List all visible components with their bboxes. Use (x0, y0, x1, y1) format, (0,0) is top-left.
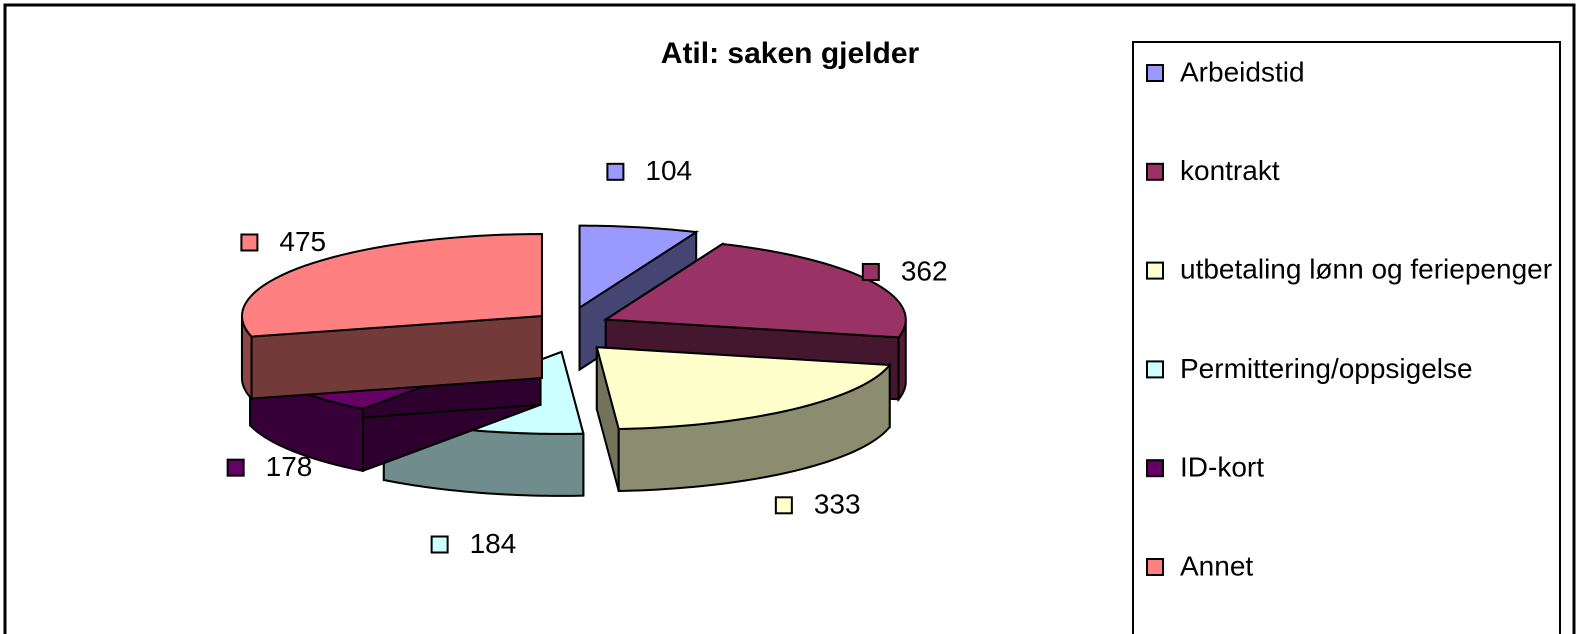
value-label: 184 (470, 528, 517, 559)
legend-key (1146, 261, 1164, 280)
chart-title: Atil: saken gjelder (661, 37, 920, 70)
legend-label: Arbeidstid (1180, 56, 1305, 87)
value-label: 362 (901, 255, 948, 286)
value-label-key (861, 262, 880, 281)
legend-label: Permittering/oppsigelse (1180, 353, 1473, 384)
value-label-key (430, 535, 449, 554)
legend-label: kontrakt (1180, 155, 1280, 186)
value-label-key (240, 233, 259, 252)
slice (595, 346, 892, 493)
legend-key (1146, 459, 1164, 478)
value-label: 104 (645, 155, 692, 186)
legend-key (1146, 162, 1164, 181)
legend-label: utbetaling lønn og feriepenger (1180, 254, 1552, 285)
value-label: 333 (814, 489, 861, 520)
legend-label: ID-kort (1180, 452, 1264, 483)
value-label: 178 (266, 451, 313, 482)
legend-key (1146, 360, 1164, 379)
slice-top (578, 224, 700, 310)
legend-label: Annet (1180, 550, 1253, 581)
legend-label-line: utbetaling lønn og feriepenger (1180, 254, 1552, 285)
value-label-key (774, 496, 793, 515)
value-label: 475 (279, 226, 326, 257)
slice (240, 233, 543, 402)
slice-top (241, 233, 543, 338)
value-label-key (226, 458, 245, 477)
slice-top (595, 346, 892, 431)
value-label-key (606, 162, 625, 181)
slice-top (602, 242, 907, 339)
legend-key (1146, 64, 1164, 82)
legend-key (1146, 558, 1164, 576)
legend-box (1132, 41, 1561, 634)
